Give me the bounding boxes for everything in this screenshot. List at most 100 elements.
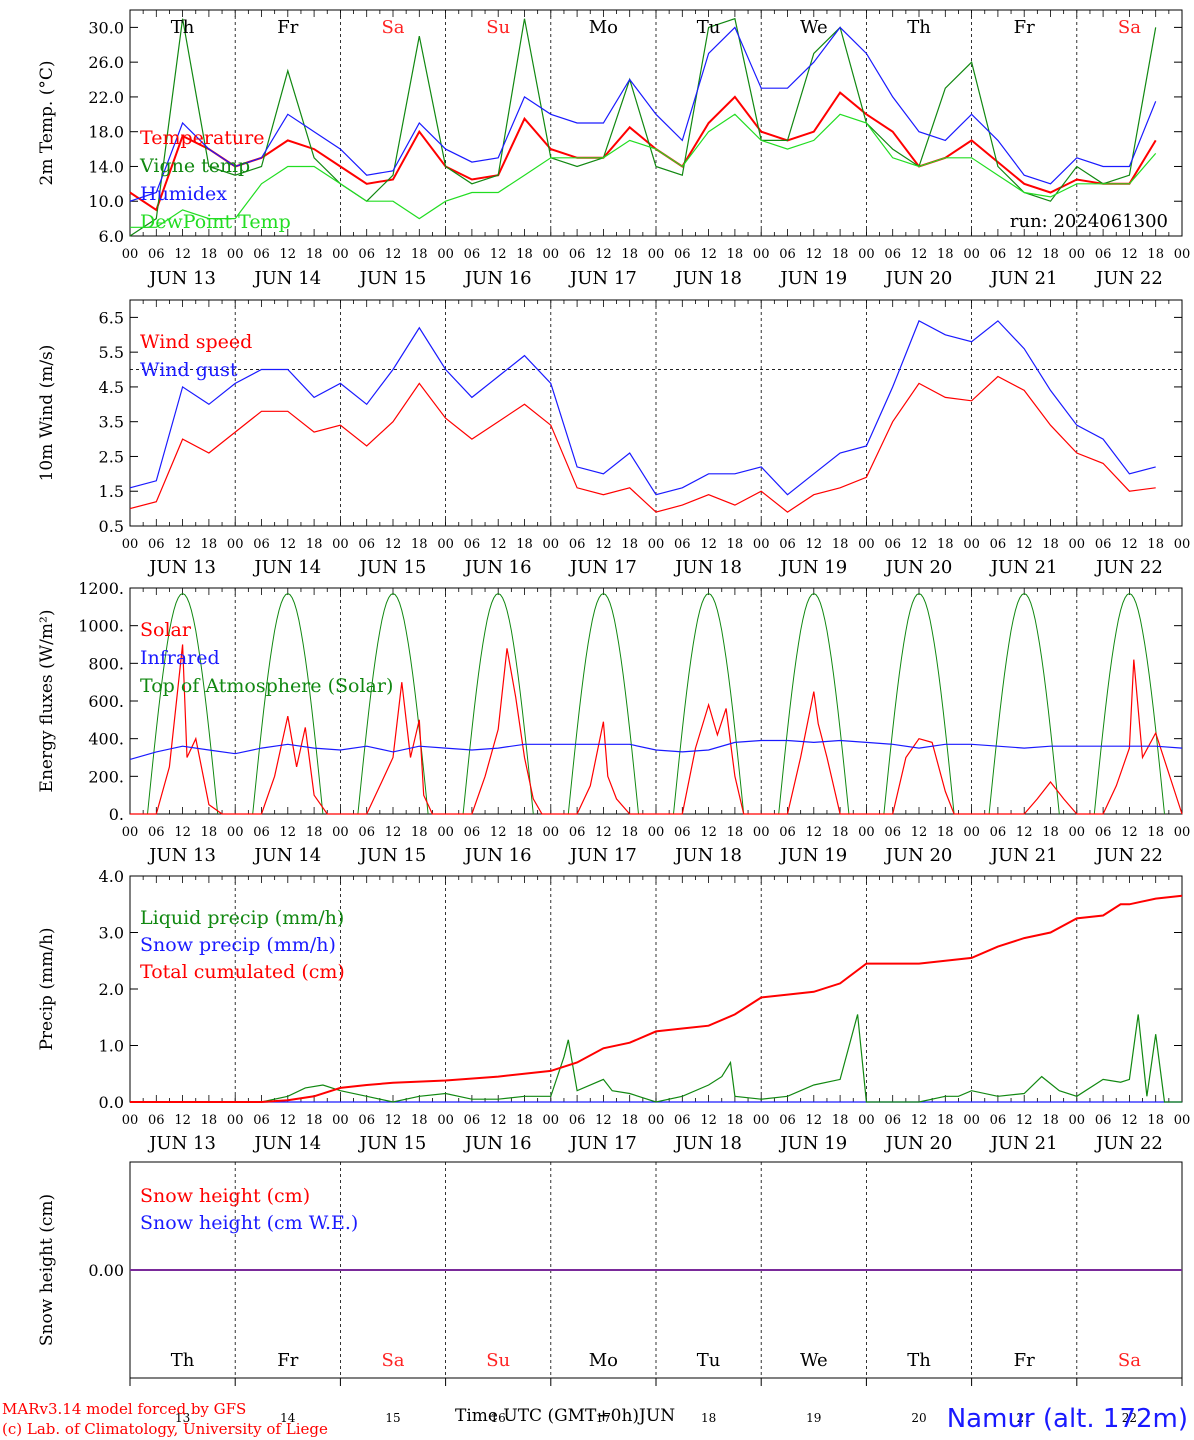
- day-number-label: 18: [701, 1411, 716, 1425]
- legend-entry: Top of Atmosphere (Solar): [140, 675, 393, 697]
- hour-tick-label: 18: [306, 537, 323, 552]
- legend-entry: Temperature: [140, 127, 264, 149]
- hour-tick-label: 00: [963, 825, 980, 840]
- day-label: JUN 22: [1094, 557, 1163, 578]
- day-label: JUN 13: [147, 268, 216, 289]
- hour-tick-label: 12: [1121, 825, 1138, 840]
- hour-tick-label: 18: [201, 247, 218, 262]
- hour-tick-label: 12: [280, 247, 297, 262]
- series-line: [130, 644, 1183, 815]
- hour-tick-label: 18: [201, 537, 218, 552]
- y-tick-label: 800.: [88, 654, 124, 673]
- y-axis-label: 2m Temp. (°C): [37, 60, 57, 185]
- hour-tick-label: 12: [595, 825, 612, 840]
- hour-tick-label: 12: [385, 825, 402, 840]
- y-axis-label: Energy fluxes (W/m²): [37, 610, 57, 793]
- series-line: [129, 739, 1183, 760]
- hour-tick-label: 12: [700, 537, 717, 552]
- y-tick-label: 400.: [88, 730, 124, 749]
- copyright-credit: (c) Lab. of Climatology, University of L…: [2, 1420, 328, 1438]
- legend-entry: Wind gust: [140, 359, 238, 381]
- day-label: JUN 13: [147, 557, 216, 578]
- day-number-label: 21: [1017, 1411, 1032, 1425]
- hour-tick-label: 12: [1016, 537, 1033, 552]
- day-label: JUN 21: [989, 1133, 1058, 1154]
- hour-tick-label: 06: [674, 825, 691, 840]
- legend-entry: Humidex: [140, 183, 227, 205]
- hour-tick-label: 12: [911, 825, 928, 840]
- toa-solar-arc: [357, 593, 429, 815]
- hour-tick-label: 18: [621, 537, 638, 552]
- hour-tick-label: 12: [280, 1113, 297, 1128]
- hour-tick-label: 06: [779, 537, 796, 552]
- hour-tick-label: 06: [253, 537, 270, 552]
- hour-tick-label: 06: [990, 537, 1007, 552]
- hour-tick-label: 00: [122, 537, 139, 552]
- hour-tick-label: 12: [1121, 247, 1138, 262]
- location-label: Namur (alt. 172m): [946, 1404, 1188, 1434]
- hour-tick-label: 06: [358, 537, 375, 552]
- series-line: [129, 375, 1156, 513]
- day-name-label: Fr: [277, 1350, 298, 1371]
- series-line: [129, 320, 1156, 496]
- hour-tick-label: 18: [201, 825, 218, 840]
- hour-tick-label: 06: [358, 1113, 375, 1128]
- day-label: JUN 19: [778, 557, 847, 578]
- hour-tick-label: 18: [621, 825, 638, 840]
- hour-tick-label: 06: [1095, 1113, 1112, 1128]
- hour-tick-label: 06: [253, 1113, 270, 1128]
- day-name-label: Th: [907, 1350, 931, 1371]
- day-name-label: We: [800, 17, 828, 38]
- y-tick-label: 6.5: [99, 308, 124, 327]
- legend-entry: Snow height (cm): [140, 1185, 310, 1207]
- day-label: JUN 19: [778, 268, 847, 289]
- hour-tick-label: 12: [280, 537, 297, 552]
- hour-tick-label: 18: [411, 537, 428, 552]
- y-tick-label: 6.0: [99, 227, 124, 246]
- hour-tick-label: 00: [753, 1113, 770, 1128]
- hour-tick-label: 00: [543, 537, 560, 552]
- hour-tick-label: 06: [674, 537, 691, 552]
- hour-tick-label: 06: [148, 1113, 165, 1128]
- y-tick-label: 14.0: [88, 157, 124, 176]
- y-tick-label: 0.00: [88, 1261, 124, 1280]
- day-label: JUN 14: [252, 845, 321, 866]
- legend-entry: Liquid precip (mm/h): [140, 907, 344, 929]
- hour-tick-label: 06: [884, 1113, 901, 1128]
- day-label: JUN 21: [989, 845, 1058, 866]
- hour-tick-label: 06: [464, 537, 481, 552]
- hour-tick-label: 00: [1174, 1113, 1191, 1128]
- day-name-label: Fr: [1014, 17, 1035, 38]
- legend-entry: Solar: [140, 619, 192, 641]
- day-name-label: Th: [171, 1350, 195, 1371]
- hour-tick-label: 06: [569, 825, 586, 840]
- hour-tick-label: 00: [858, 1113, 875, 1128]
- day-label: JUN 18: [673, 268, 742, 289]
- hour-tick-label: 18: [937, 247, 954, 262]
- day-name-label: Th: [171, 17, 195, 38]
- hour-tick-label: 18: [727, 1113, 744, 1128]
- y-tick-label: 1.5: [99, 482, 124, 501]
- hour-tick-label: 06: [884, 825, 901, 840]
- hour-tick-label: 18: [937, 825, 954, 840]
- y-tick-label: 200.: [88, 767, 124, 786]
- x-axis-month: JUN: [639, 1406, 676, 1426]
- hour-tick-label: 00: [122, 247, 139, 262]
- hour-tick-label: 12: [490, 1113, 507, 1128]
- hour-tick-label: 12: [911, 247, 928, 262]
- hour-tick-label: 00: [648, 247, 665, 262]
- hour-tick-label: 00: [1069, 1113, 1086, 1128]
- hour-tick-label: 12: [1121, 537, 1138, 552]
- hour-tick-label: 12: [595, 537, 612, 552]
- hour-tick-label: 18: [516, 537, 533, 552]
- hour-tick-label: 00: [753, 537, 770, 552]
- day-name-label: Sa: [381, 17, 404, 38]
- day-number-label: 13: [175, 1411, 190, 1425]
- day-label: JUN 17: [568, 1133, 637, 1154]
- hour-tick-label: 06: [779, 247, 796, 262]
- hour-tick-label: 12: [911, 1113, 928, 1128]
- day-label: JUN 20: [884, 845, 953, 866]
- hour-tick-label: 06: [569, 537, 586, 552]
- day-name-label: Sa: [1118, 17, 1141, 38]
- hour-tick-label: 06: [674, 1113, 691, 1128]
